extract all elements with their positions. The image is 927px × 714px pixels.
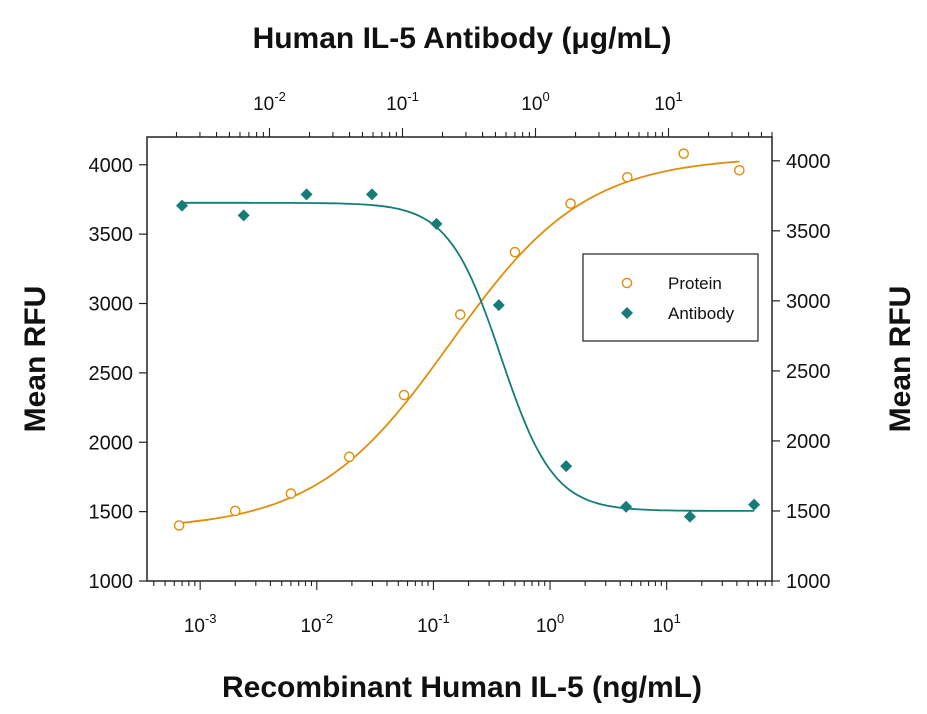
x-top-tick-label: 101: [654, 89, 682, 115]
y-right-tick-label: 3000: [786, 291, 831, 313]
x-bottom-tick-label: 10-3: [184, 611, 217, 637]
y-left-tick-label: 1000: [89, 571, 134, 593]
x-top-tick-label: 10-1: [386, 89, 419, 115]
x-bottom-tick-label: 10-2: [300, 611, 333, 637]
antibody-data-point: [748, 498, 761, 511]
y-right-tick-label: 4000: [786, 151, 831, 173]
antibody-data-point: [620, 500, 633, 513]
y-axis-label-right: Mean RFU: [884, 286, 917, 433]
protein-data-point: [173, 520, 185, 531]
protein-fit-line: [179, 160, 740, 524]
protein-data-point: [565, 198, 576, 209]
x-top-tick-label: 100: [521, 89, 549, 115]
protein-data-point: [344, 451, 355, 463]
plot-layer: [139, 128, 780, 590]
y-right-tick-label: 1500: [786, 501, 831, 523]
protein-data-point: [285, 488, 297, 499]
y-right-tick-label: 3500: [786, 221, 831, 243]
y-right-tick-label: 1000: [786, 571, 831, 593]
legend-box: [582, 253, 759, 342]
antibody-data-point: [492, 299, 505, 312]
protein-data-point: [509, 246, 521, 258]
x-top-tick-label: 10-2: [253, 89, 286, 115]
antibody-data-point: [237, 209, 250, 222]
legend-label-protein: Protein: [668, 274, 722, 293]
plot-frame: [146, 136, 773, 582]
antibody-data-point: [560, 460, 573, 473]
y-left-tick-label: 3500: [89, 224, 134, 246]
x-bottom-tick-label: 10-1: [417, 611, 450, 637]
antibody-fit-line: [182, 201, 755, 512]
y-axis-label-left: Mean RFU: [19, 286, 52, 433]
y-left-tick-label: 3000: [89, 294, 134, 316]
legend-marker-protein: [621, 277, 633, 289]
chart-title: Human IL-5 Antibody (μg/mL): [253, 22, 672, 55]
y-left-tick-label: 2500: [89, 363, 134, 385]
x-bottom-tick-label: 101: [652, 611, 680, 637]
legend-label-antibody: Antibody: [668, 304, 735, 323]
protein-data-point: [734, 164, 745, 176]
antibody-data-point: [430, 217, 443, 230]
legend: Protein Antibody: [582, 253, 759, 342]
y-right-tick-label: 2500: [786, 361, 831, 383]
y-right-tick-label: 2000: [786, 431, 831, 453]
y-left-tick-label: 2000: [89, 432, 134, 454]
protein-data-point: [455, 309, 466, 320]
antibody-data-point: [300, 188, 313, 201]
antibody-data-point: [366, 188, 379, 201]
protein-data-point: [678, 148, 690, 159]
x-bottom-tick-label: 100: [536, 611, 564, 637]
protein-data-point: [622, 171, 633, 183]
legend-marker-antibody: [621, 307, 633, 319]
protein-data-point: [229, 505, 241, 517]
y-left-tick-label: 4000: [89, 155, 134, 177]
y-left-tick-label: 1500: [89, 502, 134, 524]
antibody-data-point: [176, 199, 189, 212]
protein-data-point: [398, 389, 410, 401]
x-axis-label: Recombinant Human IL-5 (ng/mL): [222, 671, 702, 704]
antibody-data-point: [683, 510, 696, 523]
